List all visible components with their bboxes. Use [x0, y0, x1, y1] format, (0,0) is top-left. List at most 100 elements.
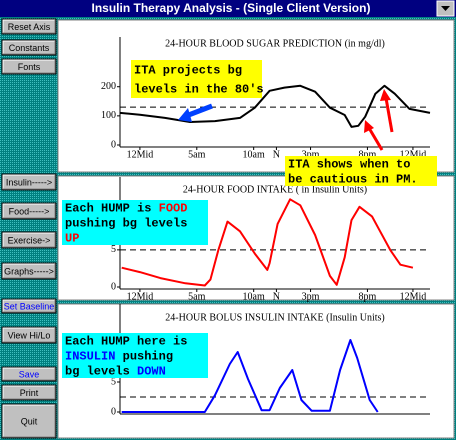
- y-tick-label: 0: [111, 406, 116, 417]
- button-label: Food----->: [9, 206, 50, 216]
- button-bevel: [2, 385, 55, 399]
- button-face: [1, 39, 57, 56]
- annotation-text: Each HUMP is: [65, 202, 159, 216]
- button-bevel: [2, 299, 55, 312]
- y-tick-label: 5: [111, 244, 116, 255]
- button-shadow: [3, 20, 56, 34]
- chart-title: 24-HOUR BOLUS INSULIN INTAKE (Insulin Un…: [165, 312, 384, 323]
- button-label: Exercise->: [8, 235, 51, 245]
- arrow: [185, 103, 213, 119]
- x-tick-label: N: [273, 291, 280, 302]
- button-bevel: [2, 232, 55, 247]
- annotation-line: ITA projects bg: [134, 64, 242, 78]
- annotation-line: ITA shows when to: [288, 158, 410, 172]
- button[interactable]: Graphs----->: [1, 262, 57, 280]
- annotation-line: bg levels DOWN: [65, 365, 166, 379]
- button[interactable]: Food----->: [1, 202, 57, 220]
- data-line: [119, 84, 431, 128]
- data-line: [121, 198, 414, 287]
- x-tick-label: 10am: [243, 291, 265, 302]
- button-face: [1, 173, 57, 191]
- button-bevel: [2, 263, 55, 278]
- button-bevel: [2, 327, 55, 342]
- annotation-emphasis: INSULIN: [65, 350, 115, 364]
- button[interactable]: Save: [1, 366, 57, 382]
- annotation-text: levels in the 80's: [134, 83, 264, 97]
- menu-box[interactable]: [436, 0, 455, 17]
- button-label: Quit: [21, 416, 38, 426]
- button-face: [1, 18, 57, 35]
- annotation-text: ITA projects bg: [134, 64, 242, 78]
- button-label: Save: [19, 369, 40, 379]
- button[interactable]: Exercise->: [1, 231, 57, 249]
- x-tick-label: 3pm: [302, 149, 320, 160]
- button[interactable]: Fonts: [1, 58, 57, 75]
- button-label: Graphs----->: [4, 266, 54, 276]
- arrow: [367, 127, 384, 151]
- arrows: [178, 89, 394, 151]
- menu-arrow: [441, 6, 450, 11]
- x-tick-label: 5am: [188, 149, 205, 160]
- button[interactable]: Constants: [1, 39, 57, 56]
- y-tick-label: 100: [101, 110, 116, 121]
- button-shadow: [3, 175, 56, 190]
- y-tick-label: 5: [111, 376, 116, 387]
- chart-title: 24-HOUR BLOOD SUGAR PREDICTION (in mg/dl…: [165, 38, 385, 49]
- button[interactable]: Reset Axis: [1, 18, 57, 35]
- annotation-text: bg levels: [65, 365, 137, 379]
- annotation-box: [62, 200, 208, 245]
- title-bar: [0, 0, 456, 17]
- x-tick-label: 12Mid: [127, 291, 154, 302]
- annotation-emphasis: FOOD: [159, 202, 188, 216]
- x-tick-label: 3pm: [302, 291, 320, 302]
- button[interactable]: Print: [1, 384, 57, 401]
- button-shadow: [3, 60, 56, 74]
- button-label: Constants: [9, 43, 50, 53]
- annotation-line: be cautious in PM.: [288, 173, 418, 187]
- data-line: [121, 339, 379, 413]
- button[interactable]: Set Baseline: [1, 298, 57, 314]
- annotation-text: pushing bg levels: [65, 217, 187, 231]
- window-title: Insulin Therapy Analysis - (Single Clien…: [92, 1, 371, 15]
- annotation-line: Each HUMP is FOOD: [65, 202, 187, 216]
- buttons: Reset Axis Constants Fonts Insulin-----> Foo…: [1, 18, 57, 439]
- button-face: [1, 326, 57, 344]
- annotation-box: [62, 333, 208, 378]
- button-bevel: [2, 19, 55, 33]
- x-tick-label: 12Mid: [127, 149, 154, 160]
- button-bevel: [2, 40, 55, 54]
- button-label: Insulin----->: [6, 177, 52, 187]
- button-face: [1, 384, 57, 401]
- x-tick-label: 5am: [188, 291, 205, 302]
- annotation-line: levels in the 80's: [134, 83, 264, 97]
- annotation-text: Each HUMP here is: [65, 335, 187, 349]
- button-bevel: [2, 203, 55, 218]
- arrow-head: [178, 108, 192, 122]
- y-tick-label: 200: [101, 81, 116, 92]
- button-face: [1, 202, 57, 220]
- arrow-head: [380, 89, 391, 101]
- button[interactable]: Insulin----->: [1, 173, 57, 191]
- annotation-line: pushing bg levels: [65, 217, 187, 231]
- x-tick-label: 12Mid: [400, 291, 427, 302]
- annotation-emphasis: DOWN: [137, 365, 166, 379]
- chart-title: 24-HOUR FOOD INTAKE ( in Insulin Units): [183, 184, 367, 195]
- x-tick-label: 12Mid: [400, 149, 427, 160]
- button[interactable]: Quit: [1, 403, 57, 439]
- x-tick-label: N: [273, 149, 280, 160]
- button-face: [1, 262, 57, 280]
- button-shadow: [3, 41, 56, 55]
- annotation-emphasis: UP: [65, 232, 79, 246]
- x-tick-label: 10am: [243, 149, 265, 160]
- button-shadow: [3, 204, 56, 219]
- button-bevel: [2, 174, 55, 189]
- button[interactable]: View Hi/Lo: [1, 326, 57, 344]
- arrow: [384, 97, 394, 133]
- button-label: Reset Axis: [8, 22, 51, 32]
- button-bevel: [2, 367, 55, 380]
- button-bevel: [2, 59, 55, 73]
- button-bevel: [2, 404, 55, 437]
- y-tick-label: 0: [111, 281, 116, 292]
- button-shadow: [3, 328, 56, 343]
- y-tick-label: 0: [111, 139, 116, 150]
